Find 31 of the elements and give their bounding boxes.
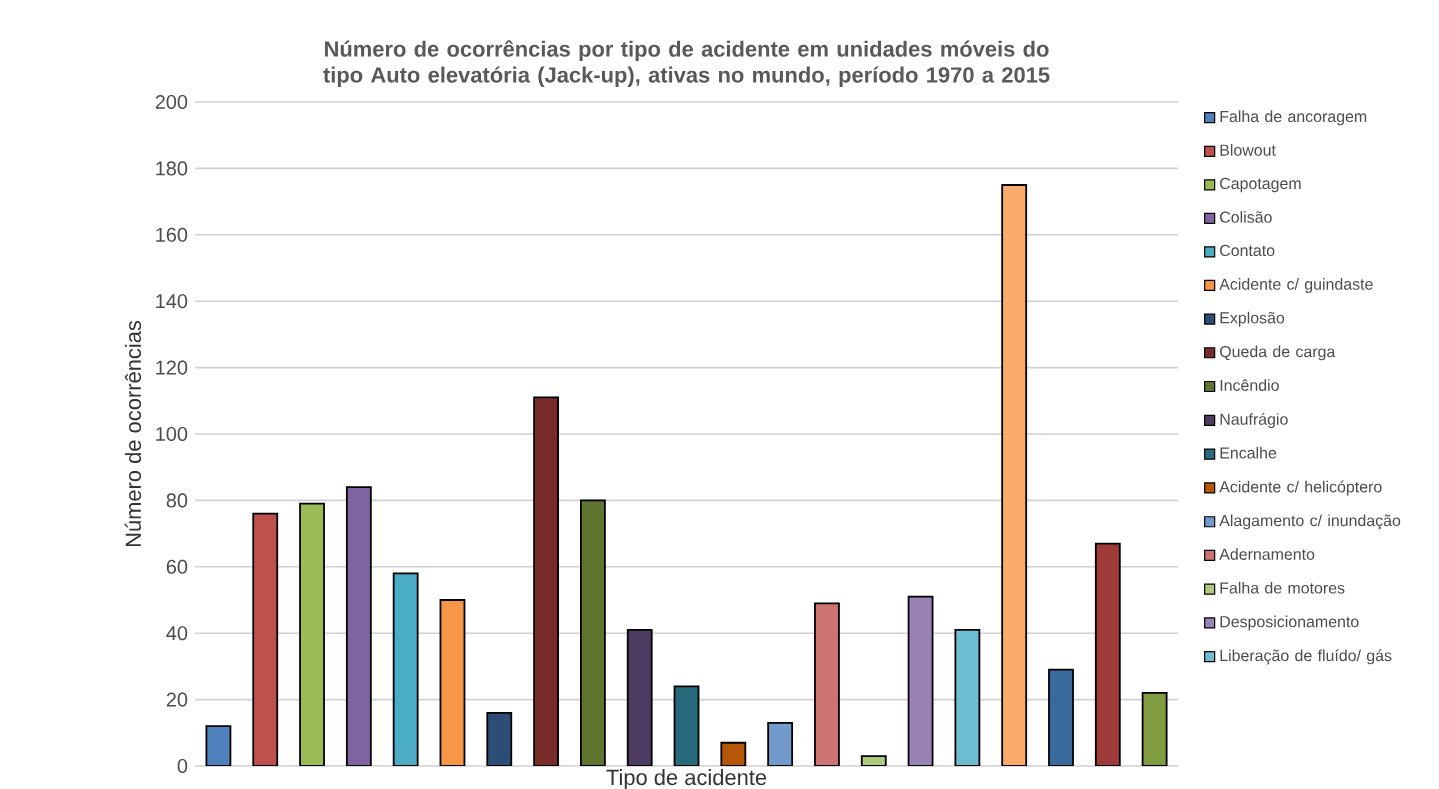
legend-label: Blowout [1220,144,1276,156]
legend-label: Contato [1220,244,1275,257]
legend-label: Explosão [1220,311,1285,327]
y-tick-label: 160 [156,227,188,242]
y-tick-label: 60 [166,559,188,574]
y-tick-label: 20 [166,692,188,707]
y-tick-label: 100 [156,426,188,442]
y-tick-label: 140 [156,294,188,309]
y-tick-label: 80 [166,493,188,508]
legend-label: Falha de motores [1220,581,1345,594]
legend-label: Liberação de fluído/ gás [1220,649,1392,665]
legend-label: Falha de ancoragem [1220,110,1367,126]
legend-label: Desposicionamento [1220,615,1359,631]
y-tick-label: 180 [156,161,188,176]
legend-label: Naufrágio [1220,412,1288,429]
y-tick-label: 40 [166,626,188,641]
legend-label: Encalhe [1220,446,1277,459]
y-tick-label: 120 [156,360,188,375]
chart-title: Número de ocorrências por tipo de acidente em unidades móveis do tipo Auto elevatória (Jack-up), ativas no mundo, período 1970 a 2015 [323,40,1050,87]
legend-label: Colisão [1220,211,1272,223]
legend-label: Acidente c/ helicóptero [1219,480,1382,496]
legend-label: Capotagem [1220,177,1301,193]
y-tick-label: 0 [177,758,188,774]
legend-label: Incêndio [1220,379,1279,391]
legend-label: Adernamento [1219,548,1315,560]
x-axis-title: Tipo de acidente [606,769,767,789]
y-axis-title: Número de ocorrências [124,320,142,547]
y-tick-label: 200 [155,94,188,110]
legend-label: Acidente c/ guindaste [1219,278,1373,293]
legend-label: Queda de carga [1219,345,1336,361]
legend-label: Alagamento c/ inundação [1219,514,1401,530]
